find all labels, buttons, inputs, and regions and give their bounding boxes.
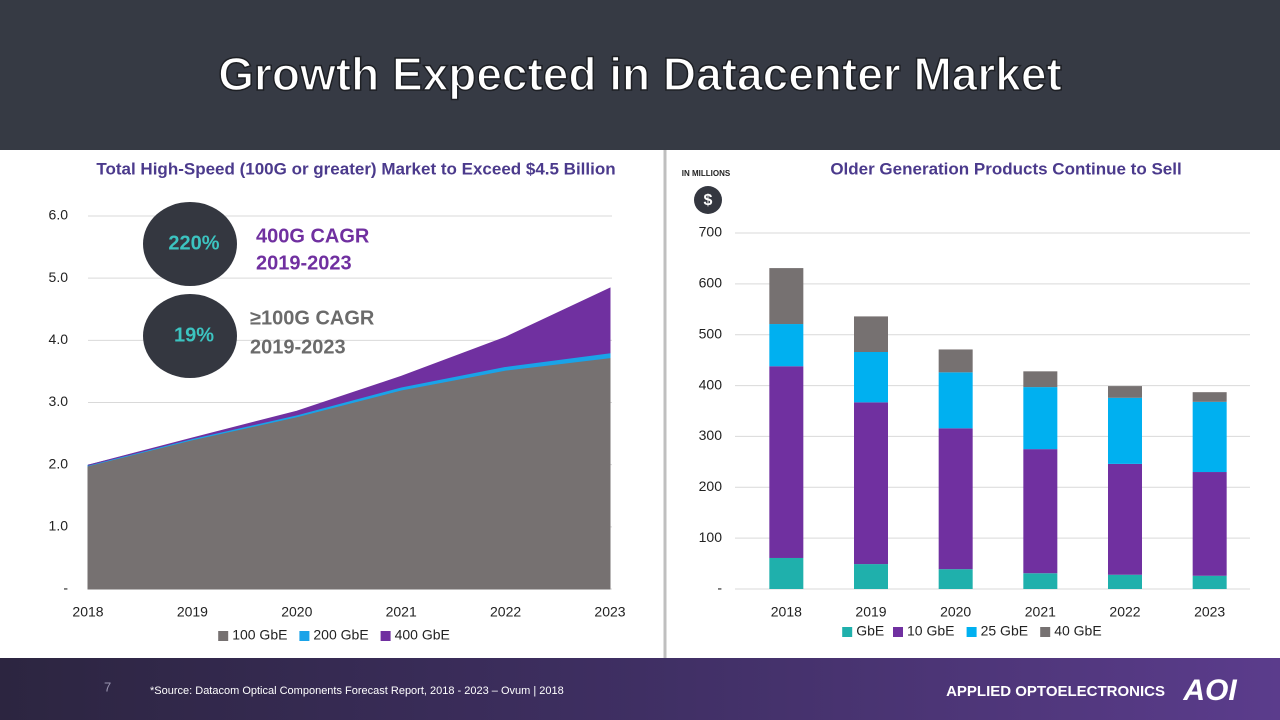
callout-label: ≥100G CAGR [250, 307, 375, 329]
area [87, 287, 611, 466]
legend-label: GbE [856, 623, 884, 639]
bar-segment [854, 402, 888, 565]
legend-swatch [893, 627, 903, 637]
bar-segment [769, 557, 804, 589]
callout-period: 2019-2023 [250, 336, 346, 358]
y-tick-label: 3.0 [49, 393, 69, 409]
y-tick-label: 4.0 [49, 331, 69, 347]
y-tick-label: 2.0 [49, 455, 69, 471]
x-tick-label: 2022 [1109, 604, 1140, 620]
y-tick-label: 400 [699, 376, 723, 392]
x-tick-label: 2018 [72, 604, 103, 620]
x-tick-label: 2021 [1025, 604, 1056, 620]
callout-period: 2019-2023 [256, 252, 352, 274]
legend-swatch [1040, 627, 1051, 637]
y-tick-label: 500 [699, 325, 723, 341]
x-tick-label: 2023 [594, 604, 625, 620]
source-note: *Source: Datacom Optical Components Fore… [150, 685, 564, 697]
bar-segment [938, 428, 973, 570]
y-tick-label: - [63, 580, 68, 596]
bar-segment [1023, 371, 1058, 388]
y-tick-label: 700 [699, 224, 723, 240]
header-bar [0, 0, 1280, 150]
x-tick-label: 2019 [855, 604, 886, 620]
legend-label: 100 GbE [232, 627, 287, 643]
y-tick-label: - [717, 580, 722, 596]
legend-swatch [842, 627, 853, 637]
x-tick-label: 2022 [490, 604, 521, 620]
units-symbol: $ [704, 192, 713, 209]
x-tick-label: 2019 [177, 604, 208, 620]
bar-segment [1192, 472, 1227, 576]
callout-value: 19% [174, 324, 214, 346]
y-tick-label: 200 [699, 478, 723, 494]
legend-label: 25 GbE [981, 623, 1028, 639]
callout-value: 220% [168, 232, 219, 254]
company-logo: AOI [1182, 674, 1237, 707]
bar-segment [769, 324, 804, 367]
y-tick-label: 300 [699, 427, 723, 443]
callout-label: 400G CAGR [256, 225, 370, 247]
bar-segment [854, 352, 888, 403]
bar-segment [938, 349, 973, 373]
bar-segment [1023, 573, 1058, 589]
bar-segment [1192, 575, 1227, 589]
x-tick-label: 2018 [771, 604, 802, 620]
bar-segment [769, 268, 804, 325]
bar-segment [1023, 387, 1058, 450]
units-badge [694, 186, 722, 214]
callout-circle [143, 294, 237, 378]
legend-label: 200 GbE [313, 627, 368, 643]
bar-segment [1108, 463, 1142, 575]
legend-swatch [966, 627, 977, 637]
slide-title: Growth Expected in Datacenter Market [218, 48, 1062, 100]
bar-segment [1192, 392, 1227, 402]
bar-segment [938, 569, 973, 589]
legend-swatch [380, 631, 391, 641]
legend-label: 400 GbE [395, 627, 450, 643]
bar-segment [1023, 449, 1058, 574]
page-number: 7 [104, 679, 111, 694]
chart-title: Older Generation Products Continue to Se… [830, 159, 1181, 178]
y-tick-label: 6.0 [49, 207, 69, 223]
bar-segment [1192, 401, 1227, 473]
x-tick-label: 2021 [386, 604, 417, 620]
charts: Total High-Speed (100G or greater) Marke… [49, 159, 1250, 643]
y-tick-label: 1.0 [49, 518, 69, 534]
company-name: APPLIED OPTOELECTRONICS [946, 683, 1165, 700]
bar-segment [938, 372, 973, 429]
bar-segment [1108, 397, 1142, 464]
bar-segment [1108, 386, 1142, 398]
footer-bar [0, 658, 1280, 720]
y-tick-label: 600 [699, 275, 723, 291]
bar-segment [854, 564, 888, 589]
x-tick-label: 2020 [940, 604, 971, 620]
y-tick-label: 5.0 [49, 269, 69, 285]
bar-segment [854, 316, 888, 353]
legend-label: 10 GbE [907, 623, 954, 639]
x-tick-label: 2023 [1194, 604, 1225, 620]
chart-title: Total High-Speed (100G or greater) Marke… [96, 159, 615, 178]
legend-swatch [218, 631, 229, 641]
bar-segment [769, 366, 804, 558]
x-tick-label: 2020 [281, 604, 312, 620]
legend-swatch [299, 631, 310, 641]
legend-label: 40 GbE [1054, 623, 1101, 639]
callout-circle [143, 202, 237, 286]
units-label: IN MILLIONS [682, 169, 731, 178]
bar-segment [1108, 574, 1142, 589]
y-tick-label: 100 [699, 529, 723, 545]
